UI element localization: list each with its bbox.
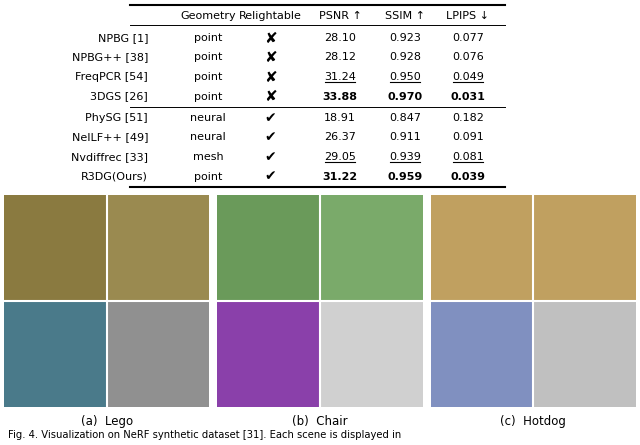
Text: 0.939: 0.939 <box>389 152 421 162</box>
Text: Geometry: Geometry <box>180 11 236 21</box>
Text: (b)  Chair: (b) Chair <box>292 415 348 428</box>
Text: 0.928: 0.928 <box>389 53 421 62</box>
Text: point: point <box>194 33 222 43</box>
Text: 0.031: 0.031 <box>451 92 485 101</box>
Text: SSIM ↑: SSIM ↑ <box>385 11 425 21</box>
Text: 0.959: 0.959 <box>387 171 422 182</box>
Text: NeILF++ [49]: NeILF++ [49] <box>72 133 148 142</box>
Bar <box>218 301 320 407</box>
Text: (a)  Lego: (a) Lego <box>81 415 132 428</box>
Text: PhySG [51]: PhySG [51] <box>85 113 148 123</box>
Text: point: point <box>194 72 222 82</box>
Text: PSNR ↑: PSNR ↑ <box>319 11 362 21</box>
Text: ✔: ✔ <box>264 111 276 125</box>
Text: ✘: ✘ <box>264 50 276 65</box>
Text: 0.182: 0.182 <box>452 113 484 123</box>
Bar <box>431 301 533 407</box>
Bar <box>4 301 107 407</box>
Bar <box>320 194 422 301</box>
Text: ✔: ✔ <box>264 130 276 145</box>
Text: 26.37: 26.37 <box>324 133 356 142</box>
Text: FreqPCR [54]: FreqPCR [54] <box>76 72 148 82</box>
Bar <box>107 194 209 301</box>
Bar <box>533 301 636 407</box>
Bar <box>533 194 636 301</box>
Text: 28.12: 28.12 <box>324 53 356 62</box>
Text: 29.05: 29.05 <box>324 152 356 162</box>
Text: 0.923: 0.923 <box>389 33 421 43</box>
Text: 0.081: 0.081 <box>452 152 484 162</box>
Text: NPBG++ [38]: NPBG++ [38] <box>72 53 148 62</box>
Text: 0.039: 0.039 <box>451 171 486 182</box>
Text: 0.077: 0.077 <box>452 33 484 43</box>
Bar <box>431 194 533 301</box>
Text: LPIPS ↓: LPIPS ↓ <box>447 11 490 21</box>
Text: Fig. 4. Visualization on NeRF synthetic dataset [31]. Each scene is displayed in: Fig. 4. Visualization on NeRF synthetic … <box>8 430 401 440</box>
Text: point: point <box>194 92 222 101</box>
Bar <box>320 301 422 407</box>
Text: 28.10: 28.10 <box>324 33 356 43</box>
Text: (c)  Hotdog: (c) Hotdog <box>500 415 566 428</box>
Text: 0.911: 0.911 <box>389 133 421 142</box>
Text: 0.091: 0.091 <box>452 133 484 142</box>
Text: 0.847: 0.847 <box>389 113 421 123</box>
Text: 18.91: 18.91 <box>324 113 356 123</box>
Text: 31.22: 31.22 <box>323 171 358 182</box>
Text: ✔: ✔ <box>264 150 276 164</box>
Text: ✘: ✘ <box>264 89 276 104</box>
Text: 0.049: 0.049 <box>452 72 484 82</box>
Text: 33.88: 33.88 <box>323 92 358 101</box>
Text: 0.970: 0.970 <box>387 92 422 101</box>
Text: mesh: mesh <box>193 152 223 162</box>
Text: Nvdiffrec [33]: Nvdiffrec [33] <box>71 152 148 162</box>
Text: 0.950: 0.950 <box>389 72 421 82</box>
Text: ✘: ✘ <box>264 69 276 85</box>
Bar <box>4 194 107 301</box>
Bar <box>218 194 320 301</box>
Text: R3DG(Ours): R3DG(Ours) <box>81 171 148 182</box>
Text: ✔: ✔ <box>264 170 276 183</box>
Text: 3DGS [26]: 3DGS [26] <box>90 92 148 101</box>
Text: 31.24: 31.24 <box>324 72 356 82</box>
Text: point: point <box>194 53 222 62</box>
Text: Relightable: Relightable <box>239 11 301 21</box>
Text: neural: neural <box>190 113 226 123</box>
Text: point: point <box>194 171 222 182</box>
Text: ✘: ✘ <box>264 31 276 45</box>
Text: neural: neural <box>190 133 226 142</box>
Text: 0.076: 0.076 <box>452 53 484 62</box>
Bar <box>107 301 209 407</box>
Text: NPBG [1]: NPBG [1] <box>97 33 148 43</box>
